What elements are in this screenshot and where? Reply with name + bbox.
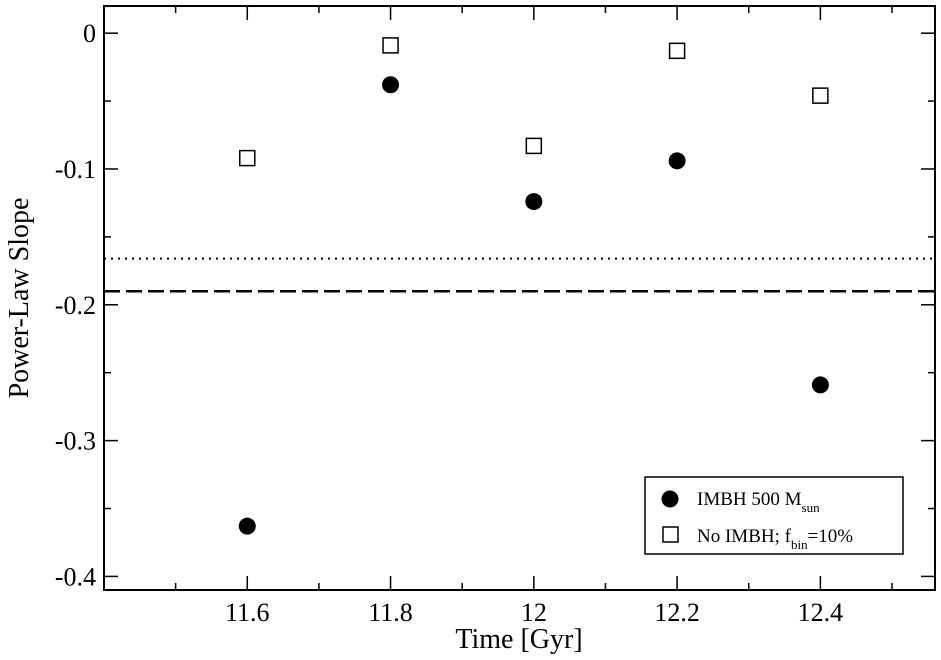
imbh-point <box>811 376 829 394</box>
no-imbh-point <box>525 137 543 155</box>
x-axis-ticks <box>174 6 893 590</box>
legend-marker-imbh <box>661 490 679 508</box>
x-tick-label: 12 <box>521 598 547 627</box>
legend-marker-no-imbh <box>662 526 679 543</box>
imbh-point <box>525 193 543 211</box>
legend-box <box>644 476 904 555</box>
plot-frame <box>103 5 936 591</box>
imbh-point <box>238 517 256 535</box>
legend: IMBH 500 Msun No IMBH; fbin=10% <box>644 476 904 555</box>
legend-label-imbh: IMBH 500 Msun <box>697 489 820 515</box>
y-axis-label: Power-Law Slope <box>4 198 35 399</box>
no-imbh-point <box>668 42 686 60</box>
no-imbh-point <box>382 37 399 54</box>
x-tick-label: 11.8 <box>368 598 413 627</box>
y-tick-label: -0.1 <box>55 155 96 184</box>
y-axis-tick-labels: 0 -0.1 -0.2 -0.3 -0.4 <box>55 19 96 591</box>
y-tick-label: -0.3 <box>55 427 96 456</box>
legend-label-no-imbh: No IMBH; fbin=10% <box>697 526 853 552</box>
x-axis-tick-labels: 11.6 11.8 12 12.2 12.4 <box>225 598 843 627</box>
no-imbh-point <box>812 87 829 104</box>
x-tick-label: 12.2 <box>654 598 700 627</box>
x-axis-label: Time [Gyr] <box>455 624 582 655</box>
imbh-point <box>668 152 686 170</box>
reference-lines <box>104 257 935 293</box>
x-tick-label: 12.4 <box>798 598 844 627</box>
y-tick-label: -0.4 <box>55 562 96 591</box>
y-axis-ticks <box>104 32 935 578</box>
imbh-point <box>382 76 400 94</box>
y-tick-label: -0.2 <box>55 291 96 320</box>
data-markers <box>238 37 829 535</box>
x-tick-label: 11.6 <box>225 598 270 627</box>
y-tick-label: 0 <box>83 19 96 48</box>
no-imbh-point <box>239 149 256 167</box>
